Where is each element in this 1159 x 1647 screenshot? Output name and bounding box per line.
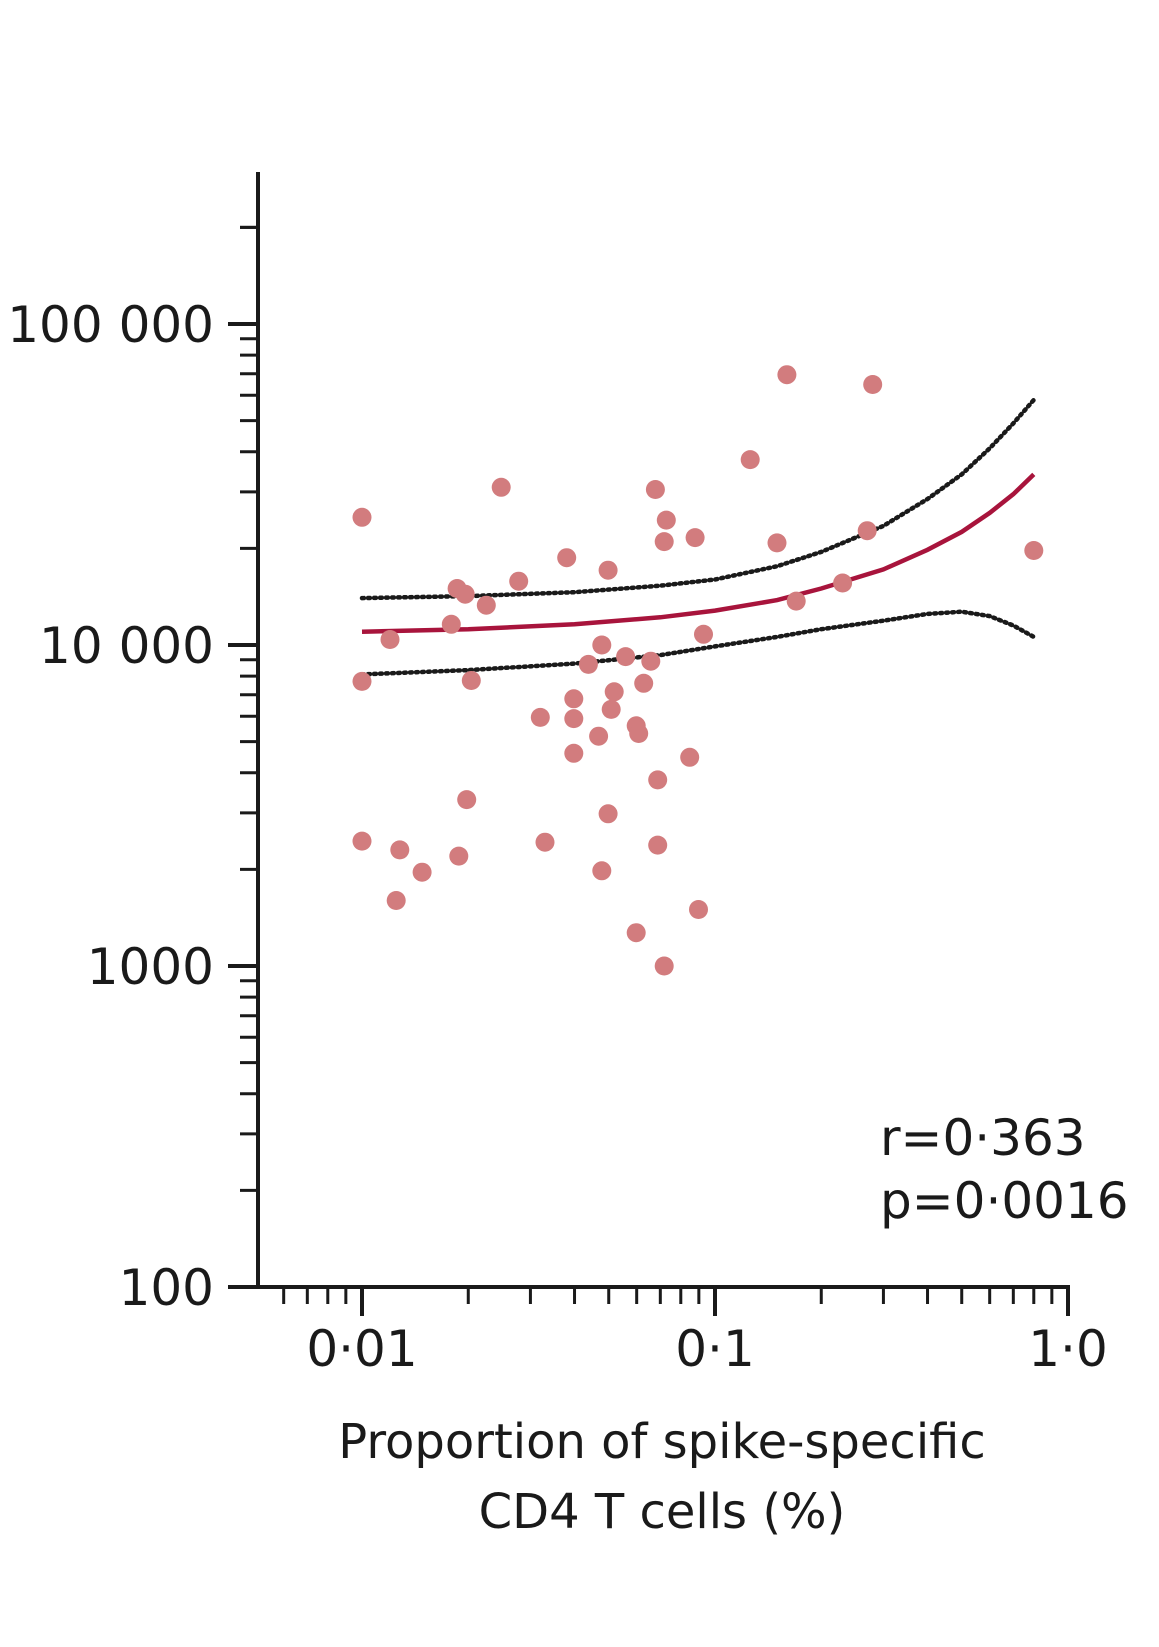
data-point xyxy=(598,560,618,580)
data-point xyxy=(491,477,511,497)
data-point xyxy=(833,573,853,593)
data-point xyxy=(476,595,496,615)
data-point xyxy=(592,861,612,881)
data-point xyxy=(390,840,410,860)
p-value-label: p=0·0016 xyxy=(880,1172,1129,1230)
ci-upper-line xyxy=(359,397,1037,601)
regression xyxy=(361,472,1036,634)
y-tick-label: 1000 xyxy=(87,938,214,996)
data-point xyxy=(412,862,432,882)
data-point xyxy=(648,835,668,855)
data-point xyxy=(461,671,481,690)
data-point xyxy=(634,673,654,693)
y-tick-label: 10 000 xyxy=(39,617,214,675)
data-point xyxy=(455,584,475,604)
ci-lower-line xyxy=(359,609,1037,677)
data-point xyxy=(767,533,787,553)
data-points xyxy=(352,365,1044,976)
data-point xyxy=(685,528,705,548)
x-tick-label: 0·1 xyxy=(675,1320,755,1378)
data-point xyxy=(380,630,400,649)
data-point xyxy=(509,571,529,591)
data-point xyxy=(641,651,661,671)
data-point xyxy=(564,743,584,763)
data-point xyxy=(654,532,674,552)
data-point xyxy=(616,647,636,667)
data-point xyxy=(592,635,612,655)
data-point xyxy=(589,726,609,746)
axis-labels: 100 1000 10 000 100 000 0·01 0·1 1·0 Proportion… xyxy=(7,296,1108,1540)
data-point xyxy=(680,747,700,767)
data-point xyxy=(449,846,469,866)
data-point xyxy=(786,591,806,611)
data-point xyxy=(564,709,584,729)
x-axis-title: CD4 T cells (%) xyxy=(479,1484,846,1540)
data-point xyxy=(352,671,372,691)
regression-line xyxy=(361,472,1036,634)
data-point xyxy=(601,699,621,719)
data-point xyxy=(530,707,550,727)
data-point xyxy=(535,832,555,852)
confidence-interval xyxy=(359,397,1037,677)
data-point xyxy=(863,375,883,394)
data-point xyxy=(777,365,797,385)
correlation-r-label: r=0·363 xyxy=(880,1109,1086,1167)
data-point xyxy=(604,682,624,702)
data-point xyxy=(386,891,406,910)
data-point xyxy=(557,548,577,568)
data-point xyxy=(694,624,713,644)
data-point xyxy=(1024,541,1044,560)
data-point xyxy=(578,654,598,674)
data-point xyxy=(352,507,372,527)
data-point xyxy=(629,724,649,743)
data-point xyxy=(648,770,668,790)
x-tick-label: 0·01 xyxy=(306,1320,417,1378)
data-point xyxy=(656,510,676,530)
data-point xyxy=(626,923,646,943)
data-point xyxy=(457,790,477,810)
data-point xyxy=(857,521,877,541)
data-point xyxy=(598,804,618,824)
data-point xyxy=(441,614,461,634)
data-point xyxy=(654,956,674,976)
x-axis-title: Proportion of spike-specific xyxy=(338,1414,986,1470)
x-tick-label: 1·0 xyxy=(1028,1320,1108,1378)
data-point xyxy=(352,831,372,851)
data-point xyxy=(564,689,584,709)
data-point xyxy=(689,900,708,919)
data-point xyxy=(645,480,665,499)
y-tick-label: 100 xyxy=(119,1259,214,1317)
axes xyxy=(228,172,1070,1316)
data-point xyxy=(740,450,760,470)
y-tick-label: 100 000 xyxy=(7,296,214,354)
